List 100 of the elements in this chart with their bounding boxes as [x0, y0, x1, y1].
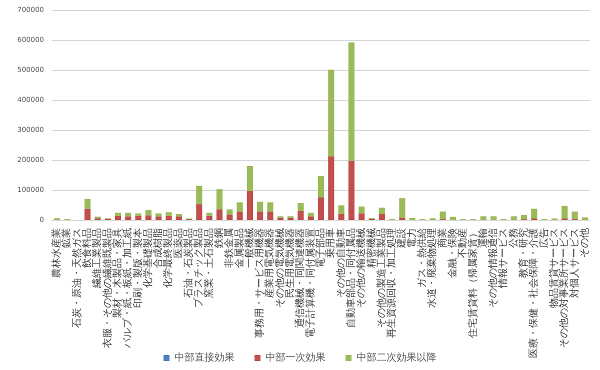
x-tick-label: 広告: [538, 228, 550, 248]
bar: [531, 208, 538, 218]
bar: [440, 212, 446, 220]
bar: [358, 206, 365, 214]
bar: [572, 212, 578, 220]
bar: [236, 202, 243, 212]
bar: [308, 216, 314, 220]
x-tick-label: 電力: [406, 228, 418, 248]
x-tick-label: 電子部品: [314, 228, 326, 268]
x-tick-label: 物品賃貸サービス: [548, 228, 560, 308]
bar: [236, 212, 243, 220]
bar: [84, 208, 91, 220]
x-tick-label: 化学最終製品: [162, 228, 174, 288]
bar: [196, 204, 202, 220]
bar: [490, 216, 497, 220]
x-tick-label: 繊維工業製品: [91, 228, 104, 289]
bar: [450, 216, 456, 220]
bar: [348, 160, 354, 220]
x-tick-label: 化学基礎製品: [142, 228, 154, 288]
bar: [378, 208, 385, 214]
bar: [125, 216, 132, 220]
bar: [176, 214, 182, 217]
bar: [114, 216, 122, 220]
x-tick-label: その他: [578, 228, 590, 258]
bar: [196, 186, 202, 204]
bar: [348, 42, 354, 161]
bar: [257, 202, 264, 212]
bar: [298, 202, 304, 211]
bar: [480, 216, 486, 220]
bar: [156, 213, 162, 217]
bar: [226, 214, 233, 220]
bar: [206, 212, 212, 216]
x-tick-label: 運輸: [476, 228, 489, 248]
x-tick-label: 金融・保険: [446, 228, 458, 278]
x-tick-label: 通信機械・同関連機器: [294, 228, 306, 328]
x-tick-label: 産業用電気機器: [264, 228, 276, 298]
x-tick-label: 自動車部品・同付属品: [344, 228, 357, 328]
bar: [145, 210, 152, 216]
legend-label: 中部一次効果: [266, 352, 326, 364]
bar: [328, 156, 334, 220]
x-tick-label: 窯業・土石製品: [202, 228, 215, 298]
bar: [114, 212, 122, 216]
bar: [298, 211, 304, 220]
bar: [166, 212, 172, 216]
x-tick-label: 住宅賃貸料（帰属家賃）: [466, 228, 479, 338]
x-tick-label: 金属製品: [233, 228, 246, 268]
x-tick-label: 鉱業: [60, 228, 73, 248]
bar: [562, 206, 568, 218]
x-tick-label: 印刷・製版・製本: [132, 228, 144, 308]
x-tick-label: プラスチック製品: [192, 228, 205, 308]
bar: [318, 176, 324, 198]
bar: [216, 189, 223, 210]
x-tick-label: 水道・廃棄物処理: [426, 228, 438, 308]
bar: [84, 199, 91, 209]
x-tick-label: 鉄鋼: [212, 228, 225, 248]
x-tick-label: 建設: [396, 228, 408, 249]
x-tick-label: 公務: [507, 228, 520, 248]
x-tick-label: その他の電気機械: [274, 228, 286, 308]
bar: [267, 212, 274, 220]
bar: [257, 212, 264, 220]
x-tick-label: その他の製造工業製品: [375, 228, 388, 328]
bar: [246, 166, 253, 191]
x-tick-label: その他の輸送機械: [355, 228, 368, 308]
x-tick-label: 不動産: [456, 228, 469, 258]
bar: [125, 212, 132, 217]
bar: [308, 212, 314, 217]
bar: [216, 209, 223, 220]
bar: [328, 70, 334, 156]
x-tick-label: 非鉄金属: [223, 228, 236, 268]
x-tick-label: 商業: [436, 228, 448, 248]
x-tick-label: その他の対事業所サービス: [558, 228, 570, 348]
legend-label: 中部直接効果: [174, 352, 234, 364]
x-tick-label: パルプ・紙・板紙・加工紙: [122, 228, 134, 349]
bar: [166, 216, 172, 220]
bar: [176, 216, 182, 220]
bar: [206, 216, 212, 220]
bar: [338, 214, 344, 220]
bar: [226, 209, 233, 215]
x-tick-label: 電子計算機・同付属装置: [304, 228, 316, 338]
x-tick-label: 乗用車: [324, 228, 337, 258]
bar: [246, 190, 253, 220]
bar: [510, 216, 517, 220]
x-tick-label: 対個人サービス: [568, 228, 580, 298]
bar: [135, 216, 142, 220]
x-tick-label: 石炭・原油・天然ガス: [70, 228, 83, 328]
bar: [358, 213, 365, 220]
x-tick-label: 情報サービス: [497, 228, 510, 289]
bar: [156, 216, 162, 220]
x-tick-label: 医療・保健・社会保障・介護: [528, 228, 540, 358]
x-tick-label: 医薬品: [172, 228, 184, 258]
bar: [399, 198, 406, 218]
bar: [520, 214, 528, 220]
x-tick-label: その他の自動車: [334, 228, 347, 298]
bar: [338, 205, 344, 214]
legend-label: 中部二次効果以降: [356, 352, 436, 364]
x-tick-label: 一般機械: [243, 228, 256, 268]
x-tick-label: 製材・木製品・家具: [111, 228, 124, 318]
bar: [582, 217, 588, 220]
bar: [135, 213, 142, 216]
bar: [145, 215, 152, 220]
